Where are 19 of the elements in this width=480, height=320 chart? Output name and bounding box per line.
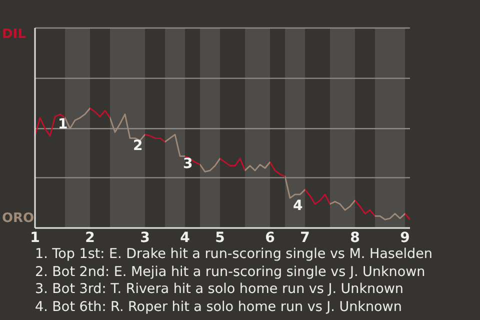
annotation: 3 [183,156,193,172]
text: 2. Bot 2nd: E. Mejia hit a run-scoring single vs J. Unknown [35,264,426,281]
x-tick-label: 2 [85,230,95,246]
text: 1. Top 1st: E. Drake hit a run-scoring single vs M. Haselden [35,246,432,264]
x-tick-label: 1 [30,230,40,246]
ref-line-label: ORO [2,211,34,226]
x-tick-label: 5 [215,230,225,246]
annotation: 4 [293,198,303,214]
x-tick-label: 7 [300,230,310,246]
text: 4. Bot 6th: R. Roper hit a solo home run vs J. Unknown [35,298,403,316]
ref-line-label: DIL [2,27,26,42]
text: 3. Bot 3rd: T. Rivera hit a solo home run vs J. Unknown [35,281,404,298]
x-tick-label: 3 [140,230,150,246]
annotation: 2 [133,138,143,154]
x-tick-label: 6 [265,230,275,246]
x-tick-label: 9 [400,230,410,246]
annotation: 1 [58,116,68,133]
x-tick-label: 4 [180,230,190,246]
x-tick-label: 8 [350,230,360,246]
